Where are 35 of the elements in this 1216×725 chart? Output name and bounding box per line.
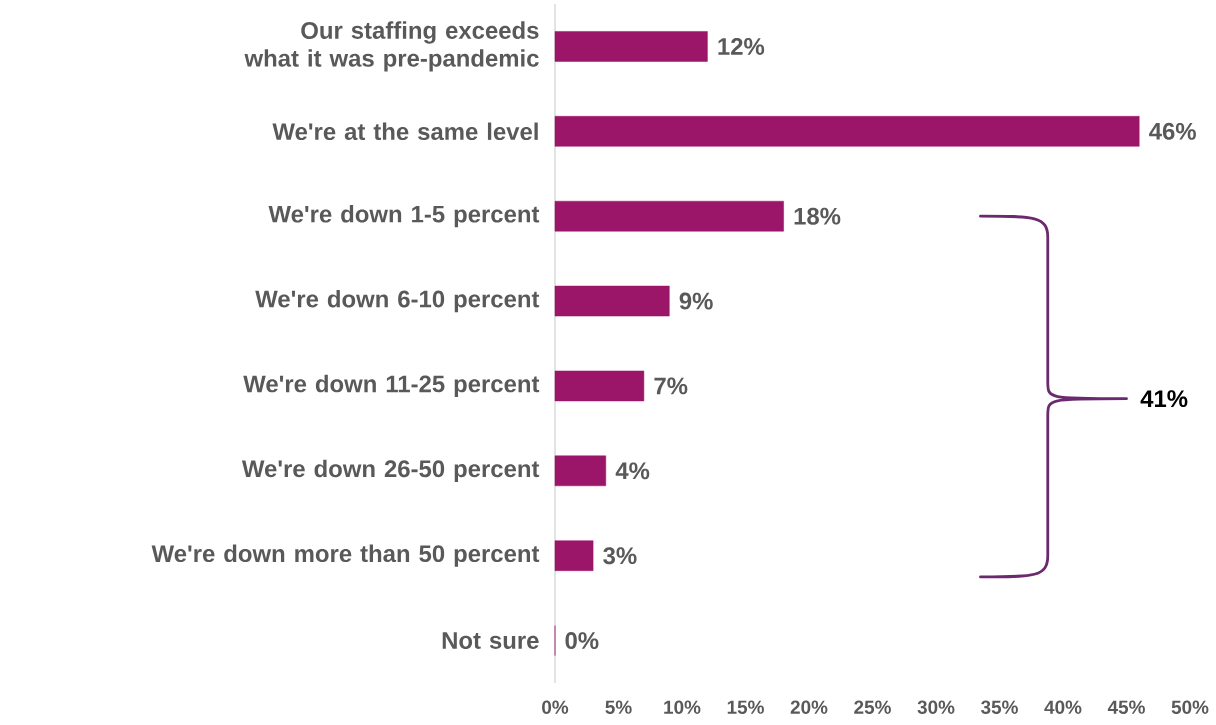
x-tick-label: 40% [1044, 700, 1082, 714]
x-tick-label: 10% [664, 700, 701, 714]
data-label: 12% [718, 38, 765, 55]
bar [554, 31, 708, 62]
x-tick-label: 0% [542, 700, 569, 714]
x-tick-label: 15% [727, 700, 764, 714]
data-label: 3% [603, 547, 637, 565]
y-tick-label: Not sure [442, 632, 539, 649]
y-tick-label: We're down 1-5 percent [268, 205, 540, 228]
y-tick-label: We're down more than 50 percent [151, 544, 540, 567]
y-tick-label: We're down 11-25 percent [243, 374, 540, 398]
y-tick-label: We're down 6-10 percent [255, 289, 540, 313]
bar [554, 200, 784, 232]
y-tick-label: We're at the same level [272, 122, 538, 141]
y-tick-label: We're down 26-50 percent [241, 459, 540, 482]
x-tick-label: 50% [1171, 700, 1209, 714]
x-tick-label: 20% [790, 700, 828, 714]
bar [554, 370, 645, 402]
data-label: 4% [615, 462, 650, 480]
bar [554, 540, 594, 571]
x-tick-label: 35% [981, 700, 1018, 714]
bar [554, 116, 1140, 147]
data-label: 7% [654, 377, 688, 395]
bar [554, 285, 670, 317]
annotation: 41% [1140, 390, 1188, 408]
x-tick-label: 5% [605, 700, 632, 714]
data-label: 46% [1149, 122, 1196, 140]
data-label: 9% [679, 292, 713, 310]
x-tick-label: 45% [1107, 700, 1145, 714]
y-tick-label: Our staffing exceeds what it was pre-pandemic [244, 21, 539, 72]
x-tick-label: 30% [917, 700, 955, 714]
data-label: 18% [794, 207, 841, 225]
bar [554, 455, 607, 487]
data-label: 0% [565, 632, 599, 650]
x-tick-label: 25% [854, 700, 891, 714]
